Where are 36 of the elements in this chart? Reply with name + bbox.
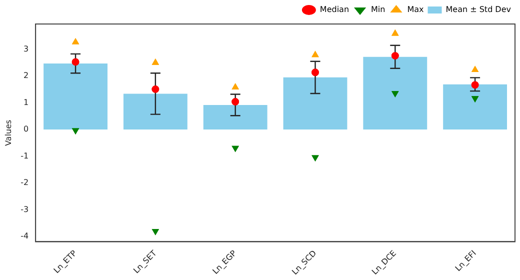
bar (123, 94, 188, 130)
bar (203, 104, 268, 130)
point (152, 85, 160, 93)
y-tick-label: 2 (23, 71, 29, 80)
bar (44, 64, 108, 130)
bar (363, 56, 428, 130)
bar (283, 77, 348, 130)
point (312, 155, 319, 162)
y-tick-label: -3 (20, 204, 29, 214)
point (312, 68, 319, 76)
point (72, 58, 80, 66)
point (472, 96, 478, 102)
point (392, 91, 398, 97)
y-tick-label: 1 (23, 98, 29, 107)
y-tick-label: 3 (23, 44, 29, 54)
point (472, 66, 478, 72)
y-tick-label: -4 (20, 231, 29, 240)
legend-label: Mean ± Std Dev (446, 5, 512, 14)
point (392, 30, 398, 36)
point (72, 38, 79, 44)
point (312, 51, 319, 58)
point (232, 84, 239, 90)
y-tick-label: 0 (23, 124, 29, 134)
bar (443, 84, 508, 130)
y-tick-label: -2 (20, 178, 29, 188)
point (232, 98, 240, 106)
legend-label: Min (371, 5, 386, 14)
legend-label: Median (320, 5, 350, 14)
y-axis-title: Values (4, 120, 13, 146)
point (391, 52, 399, 60)
point (232, 146, 239, 152)
y-tick-label: -1 (20, 151, 29, 160)
legend-label: Max (407, 5, 424, 14)
point (152, 228, 159, 235)
point (72, 128, 79, 134)
point (152, 59, 159, 65)
